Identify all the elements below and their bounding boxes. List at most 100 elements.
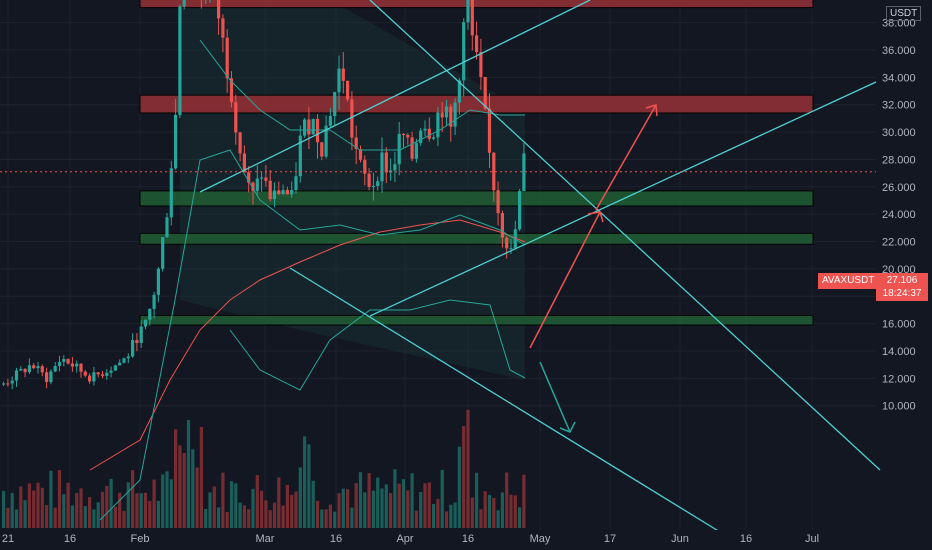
volume-bar — [36, 482, 40, 528]
volume-bar — [303, 436, 307, 528]
volume-bar — [281, 505, 285, 528]
projection-arrow-up-1 — [529, 211, 601, 349]
volume-bar — [238, 502, 242, 528]
x-axis-band — [0, 530, 932, 550]
x-tick-label: Apr — [396, 533, 413, 545]
candle-body — [23, 368, 27, 373]
projection-arrow-down — [539, 361, 571, 433]
candle-body — [432, 137, 436, 139]
volume-bar — [449, 504, 453, 528]
candle-body — [423, 128, 427, 131]
candle-body — [113, 365, 117, 371]
candle-body — [221, 18, 225, 38]
support-zone-5 — [139, 314, 814, 326]
candle-body — [139, 326, 143, 344]
volume-bar — [414, 510, 418, 528]
volume-bar — [234, 483, 238, 528]
candle-body — [255, 178, 259, 192]
volume-bar — [380, 488, 384, 528]
volume-bar — [105, 485, 109, 528]
candle-body — [509, 248, 513, 250]
candle-body — [122, 358, 126, 363]
candle-body — [277, 190, 281, 194]
volume-bar — [406, 490, 410, 528]
volume-bar — [315, 500, 320, 528]
candle-body — [143, 319, 148, 327]
y-tick-label: 24.000 — [882, 209, 916, 221]
arrow-head-down — [559, 421, 576, 433]
volume-bar — [320, 509, 324, 528]
volume-bar — [393, 469, 397, 528]
volume-bar — [462, 426, 466, 528]
volume-bar — [96, 502, 100, 528]
volume-bar — [505, 472, 509, 528]
candle-body — [496, 190, 500, 214]
bollinger-upper — [199, 39, 525, 151]
volume-bar — [376, 477, 380, 528]
candle-body — [401, 133, 406, 135]
volume-bar — [14, 509, 19, 528]
volume-bar — [62, 494, 66, 528]
volume-bar — [45, 505, 49, 528]
candle-body — [242, 153, 246, 173]
volume-bar — [66, 482, 70, 528]
candle-body — [6, 383, 10, 385]
volume-bar — [251, 488, 255, 528]
candle-body — [518, 191, 522, 230]
candle-body — [462, 22, 466, 81]
candle-body — [479, 52, 483, 78]
volume-bar — [307, 444, 311, 528]
volume-bar — [109, 478, 113, 528]
last-price-tag: 27.106 18:24:37 — [876, 273, 928, 301]
candle-body — [500, 213, 504, 238]
x-tick-label: 21 — [2, 533, 14, 545]
volume-bar — [337, 493, 341, 528]
volume-bar — [178, 445, 182, 528]
volume-bar — [100, 491, 105, 528]
x-tick-label: 16 — [64, 533, 76, 545]
candle-body — [66, 359, 70, 364]
volume-bar — [182, 452, 186, 528]
price-unit-label: USDT — [886, 6, 922, 21]
volume-bar — [272, 502, 277, 528]
volume-bar — [32, 490, 36, 528]
volume-bar — [195, 467, 199, 528]
volume-bar — [479, 509, 483, 528]
candle-body — [105, 372, 109, 376]
candle-body — [384, 152, 388, 173]
volume-bar — [135, 493, 139, 528]
volume-bar — [440, 469, 444, 528]
x-tick-label: 16 — [740, 533, 752, 545]
candle-body — [393, 164, 397, 171]
candle-body — [40, 366, 44, 373]
candle-body — [178, 6, 182, 115]
candle-body — [100, 374, 105, 376]
candle-body — [83, 371, 87, 376]
candle-body — [135, 340, 139, 344]
volume-bar — [6, 507, 10, 528]
volume-bar — [131, 470, 135, 528]
volume-bar — [432, 503, 436, 528]
volume-bar — [470, 497, 474, 528]
volume-bar — [522, 474, 526, 528]
candle-body — [131, 340, 135, 357]
volume-bar — [92, 509, 96, 528]
candle-body — [492, 152, 496, 191]
volume-bar — [70, 505, 74, 528]
volume-bar — [49, 470, 53, 528]
candle-body — [358, 149, 363, 160]
trendline-descending-support — [289, 267, 721, 533]
volume-bar — [363, 492, 367, 528]
volume-bar — [122, 510, 126, 528]
candle-body — [294, 176, 298, 190]
volume-bar — [174, 429, 178, 528]
volume-bar — [475, 472, 479, 528]
volume-bar — [341, 488, 345, 528]
volume-bar — [264, 500, 268, 528]
volume-bar — [165, 471, 169, 528]
candle-body — [337, 68, 341, 93]
candle-body — [414, 143, 418, 159]
candle-body — [371, 185, 375, 187]
volume-bar — [148, 501, 152, 528]
